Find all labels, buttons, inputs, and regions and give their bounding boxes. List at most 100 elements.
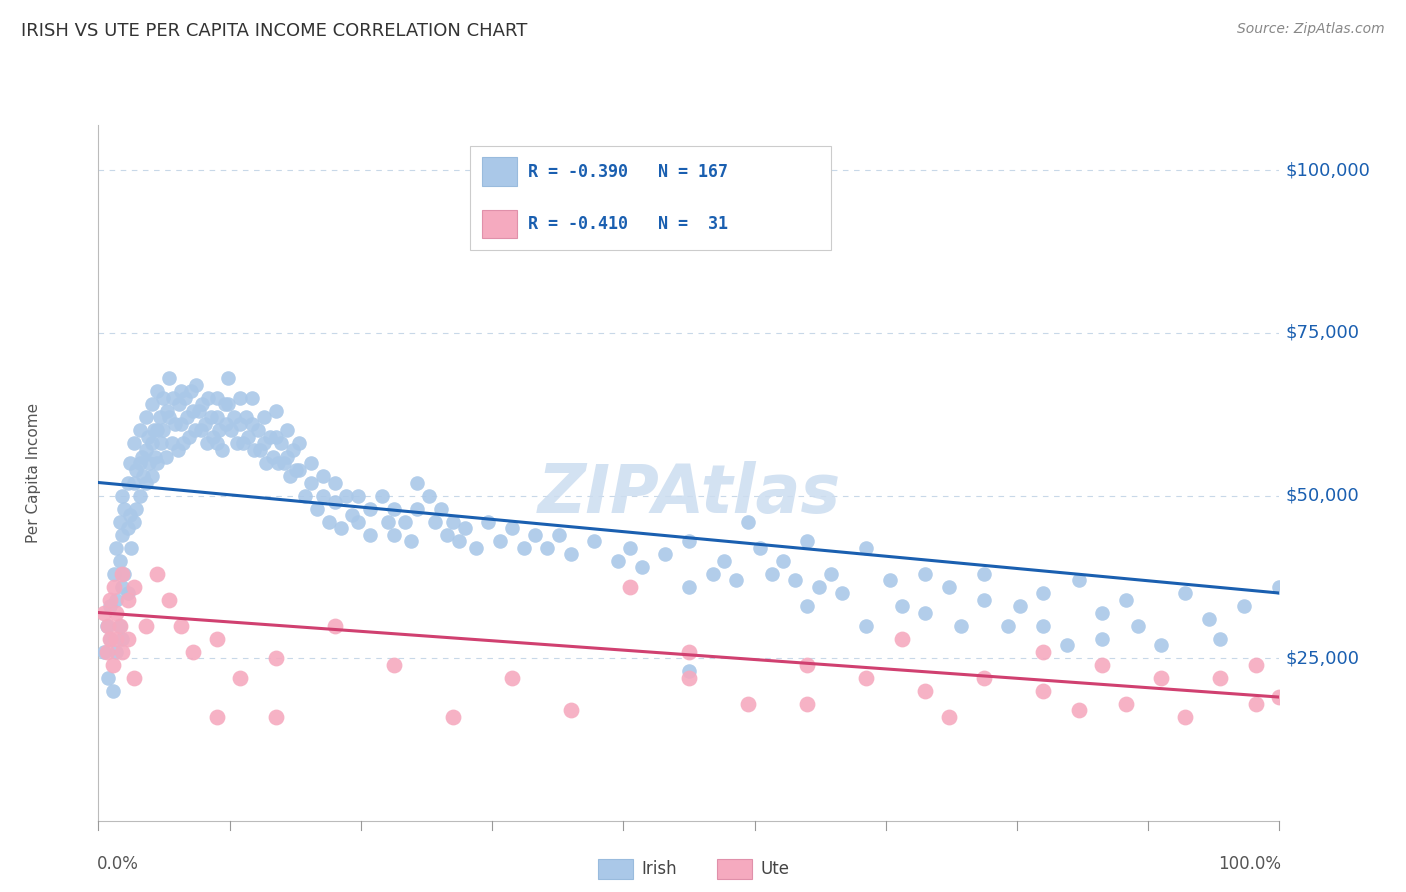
Point: [217, 397, 239, 411]
Point: [359, 527, 381, 541]
Point: [111, 566, 134, 581]
Point: [200, 410, 222, 425]
Point: [288, 436, 311, 450]
Text: 100.0%: 100.0%: [1218, 855, 1281, 873]
Point: [796, 657, 818, 672]
Point: [253, 410, 276, 425]
Point: [447, 534, 470, 549]
Point: [890, 632, 912, 646]
Point: [211, 442, 233, 457]
Point: [136, 430, 159, 444]
Point: [128, 456, 150, 470]
Point: [117, 592, 139, 607]
Point: [96, 644, 118, 658]
Point: [1067, 703, 1090, 717]
Point: [441, 515, 464, 529]
Point: [305, 501, 328, 516]
Point: [288, 462, 311, 476]
Point: [477, 515, 499, 529]
Text: R = -0.410   N =  31: R = -0.410 N = 31: [529, 215, 728, 233]
Point: [359, 501, 381, 516]
Point: [1126, 618, 1149, 632]
Point: [276, 450, 298, 464]
Point: [170, 384, 193, 399]
Text: Source: ZipAtlas.com: Source: ZipAtlas.com: [1237, 22, 1385, 37]
Point: [135, 475, 157, 490]
Point: [465, 541, 488, 555]
Point: [441, 709, 464, 723]
Point: [105, 644, 128, 658]
Point: [187, 404, 209, 418]
Point: [125, 501, 148, 516]
Point: [536, 541, 558, 555]
Point: [98, 632, 121, 646]
Point: [914, 606, 936, 620]
Point: [141, 436, 163, 450]
Point: [229, 391, 252, 405]
Point: [713, 553, 735, 567]
Point: [165, 417, 187, 431]
Point: [108, 553, 131, 567]
Point: [371, 489, 394, 503]
Point: [785, 573, 807, 587]
Point: [1244, 697, 1267, 711]
Point: [146, 456, 169, 470]
Point: [737, 697, 759, 711]
Point: [98, 599, 121, 613]
Point: [347, 489, 370, 503]
Point: [1209, 671, 1232, 685]
Point: [1233, 599, 1256, 613]
Point: [1032, 644, 1054, 658]
Point: [678, 580, 700, 594]
Point: [149, 410, 172, 425]
Point: [453, 521, 475, 535]
Point: [141, 469, 163, 483]
Point: [1032, 683, 1054, 698]
Point: [172, 436, 194, 450]
Point: [406, 501, 429, 516]
Point: [240, 391, 263, 405]
Point: [205, 632, 228, 646]
Point: [229, 417, 252, 431]
Point: [678, 671, 700, 685]
Point: [1198, 612, 1220, 626]
Point: [229, 671, 252, 685]
Point: [890, 599, 912, 613]
Point: [111, 580, 134, 594]
Point: [820, 566, 842, 581]
Text: $75,000: $75,000: [1285, 324, 1360, 342]
Point: [98, 592, 121, 607]
Point: [430, 501, 453, 516]
Point: [152, 424, 174, 438]
Point: [205, 410, 228, 425]
Point: [855, 618, 877, 632]
Point: [270, 436, 292, 450]
Point: [772, 553, 794, 567]
Point: [1032, 586, 1054, 600]
Point: [342, 508, 364, 522]
Text: $25,000: $25,000: [1285, 649, 1360, 667]
Point: [160, 436, 183, 450]
Point: [619, 541, 641, 555]
Text: $50,000: $50,000: [1285, 486, 1360, 505]
Point: [1174, 709, 1197, 723]
Point: [205, 709, 228, 723]
Point: [318, 515, 340, 529]
Point: [105, 606, 128, 620]
Text: ZIPAtlas: ZIPAtlas: [537, 460, 841, 526]
Point: [103, 580, 125, 594]
Point: [117, 475, 139, 490]
Point: [238, 430, 260, 444]
Point: [122, 436, 145, 450]
Point: [938, 580, 960, 594]
Point: [654, 547, 676, 561]
Point: [299, 456, 322, 470]
Point: [231, 436, 253, 450]
Point: [299, 475, 322, 490]
Point: [219, 424, 242, 438]
Point: [184, 424, 207, 438]
Point: [831, 586, 853, 600]
Point: [1150, 671, 1173, 685]
Point: [294, 489, 316, 503]
Point: [512, 541, 534, 555]
